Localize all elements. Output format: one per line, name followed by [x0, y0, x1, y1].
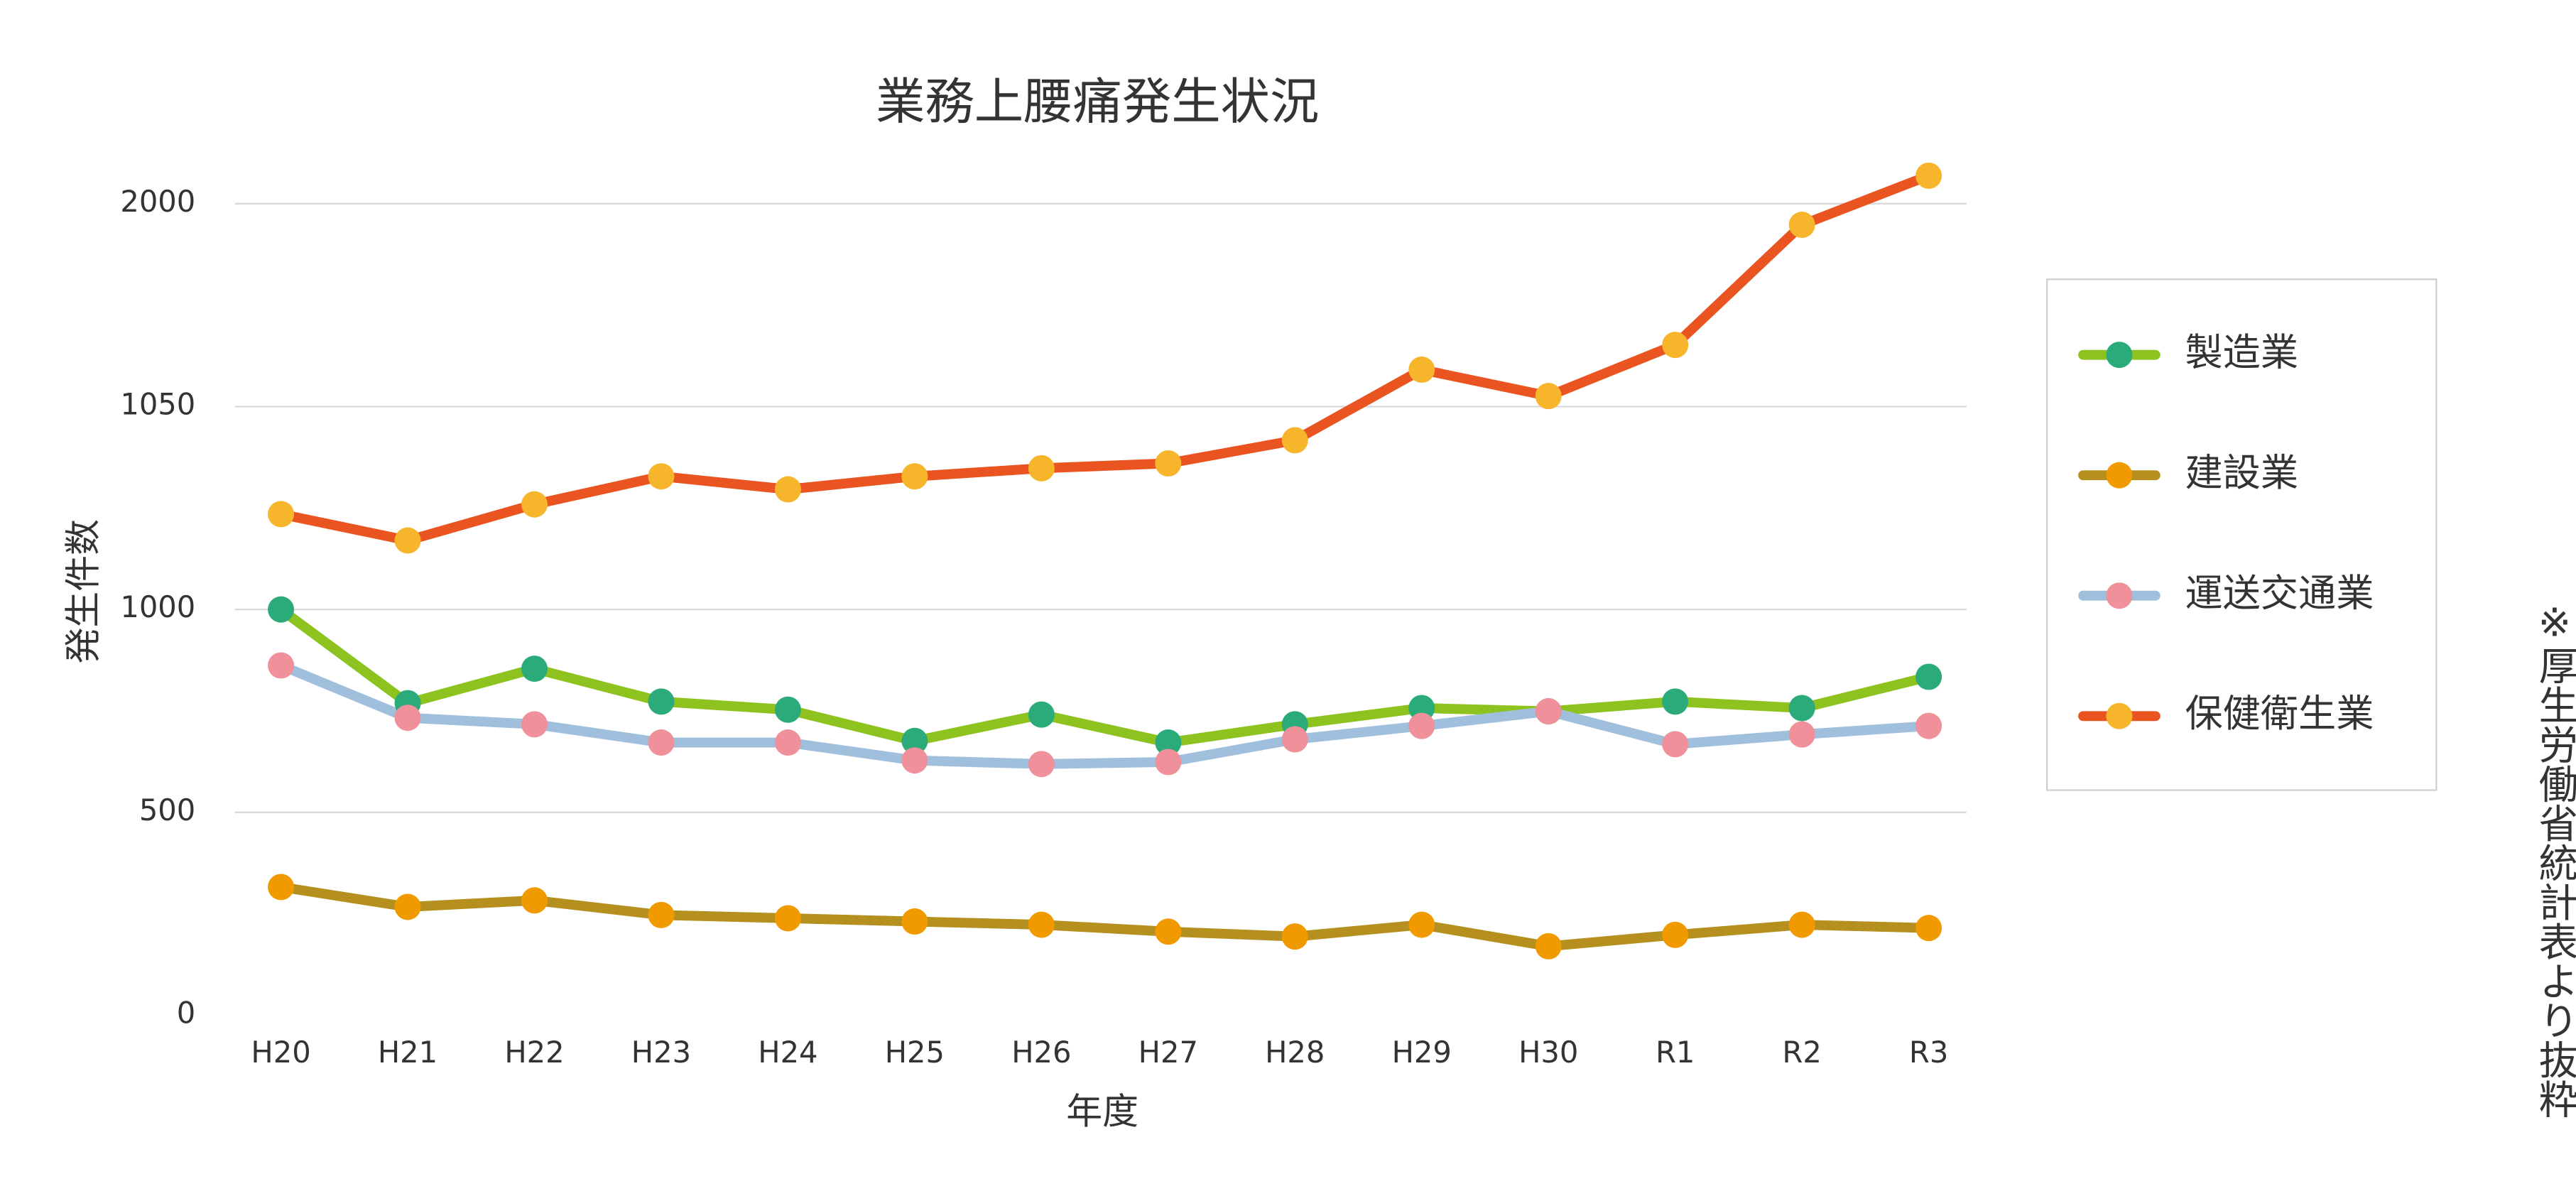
y-tick-label: 1050 — [120, 386, 195, 421]
data-point — [1535, 932, 1562, 959]
legend-swatch-marker — [2106, 582, 2133, 609]
data-point — [1155, 749, 1182, 776]
data-point — [1662, 688, 1689, 715]
data-point — [268, 652, 295, 679]
data-point — [268, 501, 295, 528]
data-point — [901, 908, 928, 935]
data-point — [1662, 921, 1689, 948]
data-point — [1281, 923, 1308, 950]
legend-label: 運送交通業 — [2185, 571, 2374, 615]
x-tick-label: H28 — [1265, 1035, 1325, 1070]
data-point — [648, 688, 675, 715]
data-point — [774, 905, 801, 932]
y-tick-label: 500 — [139, 793, 195, 827]
x-tick-label: R2 — [1782, 1035, 1821, 1070]
legend-label: 製造業 — [2185, 330, 2298, 374]
data-point — [1788, 212, 1815, 239]
data-point — [521, 656, 548, 682]
data-point — [1281, 427, 1308, 454]
data-point — [648, 463, 675, 490]
data-point — [901, 463, 928, 490]
data-point — [394, 705, 421, 732]
data-point — [901, 747, 928, 774]
chart-title: 業務上腰痛発生状況 — [876, 74, 1319, 131]
data-point — [1662, 731, 1689, 758]
data-point — [521, 887, 548, 914]
data-point — [1028, 455, 1055, 482]
y-tick-label: 2000 — [120, 184, 195, 219]
annotation: ※厚生労働省統計表より抜粋 — [2531, 599, 2576, 1119]
y-tick-label: 1000 — [120, 589, 195, 624]
data-point — [774, 696, 801, 723]
data-point — [394, 893, 421, 920]
data-point — [521, 711, 548, 738]
x-tick-label: R3 — [1909, 1035, 1948, 1070]
data-point — [648, 901, 675, 928]
series-line — [276, 170, 1934, 545]
data-point — [1788, 695, 1815, 722]
x-tick-label: H30 — [1518, 1035, 1578, 1070]
data-point — [1788, 911, 1815, 938]
data-point — [1662, 332, 1689, 359]
data-point — [1915, 712, 1942, 739]
legend-swatch-marker — [2106, 702, 2133, 729]
data-point — [1155, 729, 1182, 756]
legend-label: 保健衛生業 — [2185, 692, 2374, 736]
data-point — [1915, 915, 1942, 942]
x-tick-label: R1 — [1656, 1035, 1695, 1070]
data-point — [268, 874, 295, 901]
x-tick-label: H27 — [1138, 1035, 1198, 1070]
data-point — [1408, 911, 1435, 938]
legend-label: 建設業 — [2185, 451, 2298, 495]
x-tick-label: H25 — [885, 1035, 945, 1070]
x-tick-label: H23 — [631, 1035, 691, 1070]
data-point — [1915, 663, 1942, 690]
data-point — [394, 527, 421, 554]
data-point — [1028, 911, 1055, 938]
data-point — [901, 727, 928, 754]
series-line — [276, 660, 1934, 769]
series-line — [276, 604, 1934, 748]
x-tick-label: H29 — [1392, 1035, 1452, 1070]
data-point — [1408, 356, 1435, 384]
data-point — [1028, 701, 1055, 728]
x-tick-label: H26 — [1011, 1035, 1071, 1070]
data-point — [1915, 162, 1942, 189]
y-axis-label: 発生件数 — [62, 519, 104, 664]
x-tick-label: H22 — [504, 1035, 564, 1070]
data-point — [1028, 751, 1055, 778]
data-point — [1155, 450, 1182, 477]
legend-swatch-marker — [2106, 342, 2133, 369]
data-point — [1281, 726, 1308, 753]
x-tick-label: H24 — [758, 1035, 817, 1070]
data-point — [1535, 383, 1562, 410]
x-tick-label: H21 — [378, 1035, 438, 1070]
series-line — [276, 882, 1934, 952]
y-tick-label: 0 — [177, 995, 195, 1030]
data-point — [774, 729, 801, 756]
x-axis-label: 年度 — [1066, 1090, 1138, 1132]
data-point — [1788, 721, 1815, 748]
data-point — [774, 476, 801, 503]
legend-swatch-marker — [2106, 462, 2133, 489]
x-tick-label: H20 — [251, 1035, 310, 1070]
data-point — [1155, 918, 1182, 945]
data-point — [648, 729, 675, 756]
data-point — [268, 596, 295, 623]
data-point — [1408, 712, 1435, 739]
data-point — [1535, 698, 1562, 725]
data-point — [521, 491, 548, 518]
